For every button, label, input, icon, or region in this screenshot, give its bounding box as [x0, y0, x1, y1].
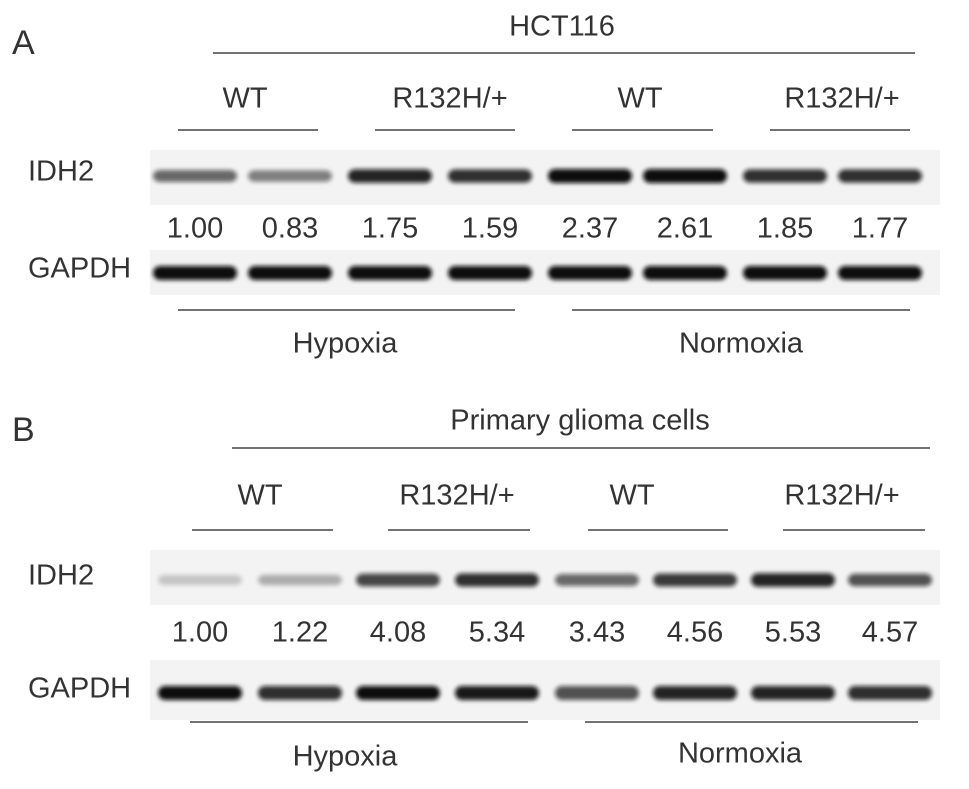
band	[455, 686, 539, 700]
band	[838, 169, 922, 183]
band	[158, 686, 242, 700]
quantification-value: 4.57	[862, 617, 918, 649]
band	[258, 686, 342, 700]
quantification-value: 2.61	[657, 213, 713, 245]
row-label: GAPDH	[28, 253, 131, 285]
genotype-label: WT	[237, 480, 282, 512]
quantification-value: 3.43	[569, 617, 625, 649]
band	[643, 169, 727, 183]
band	[348, 266, 432, 280]
quantification-value: 5.34	[469, 617, 525, 649]
band	[548, 266, 632, 280]
band	[356, 686, 440, 700]
quantification-value: 4.56	[667, 617, 723, 649]
band	[153, 266, 237, 280]
band	[248, 170, 332, 182]
quantification-value: 5.53	[765, 617, 821, 649]
condition-label: Normoxia	[678, 738, 803, 770]
quantification-value: 1.59	[462, 213, 518, 245]
panel-label: B	[12, 411, 35, 449]
genotype-label: WT	[617, 83, 662, 115]
cell-line-title: Primary glioma cells	[450, 405, 709, 437]
genotype-label: WT	[609, 480, 654, 512]
panel: A HCT116 WT R132H/+ WT R132H/+ IDH2 GAPDH 1.00 0.…	[12, 11, 940, 360]
cell-line-title: HCT116	[509, 11, 615, 43]
quantification-value: 1.00	[172, 617, 228, 649]
band	[555, 686, 639, 700]
band	[348, 169, 432, 183]
band	[653, 573, 737, 587]
band	[448, 169, 532, 183]
band	[356, 573, 440, 587]
band	[743, 169, 827, 183]
quantification-value: 2.37	[562, 213, 618, 245]
band	[455, 573, 539, 587]
genotype-label: R132H/+	[784, 480, 899, 512]
band	[555, 574, 639, 586]
band	[848, 686, 932, 700]
genotype-label: WT	[222, 83, 267, 115]
band	[448, 266, 532, 280]
row-label: IDH2	[28, 560, 94, 592]
genotype-label: R132H/+	[392, 83, 507, 115]
band	[548, 169, 632, 183]
panel: B Primary glioma cells WT R132H/+ WT R132H/+ I…	[12, 405, 940, 773]
quantification-value: 1.77	[852, 213, 908, 245]
band	[751, 573, 835, 587]
quantification-value: 4.08	[370, 617, 426, 649]
band	[153, 170, 237, 182]
condition-label: Hypoxia	[293, 328, 399, 360]
band	[838, 266, 922, 280]
condition-label: Hypoxia	[293, 741, 399, 773]
band	[653, 686, 737, 700]
quantification-value: 1.75	[362, 213, 418, 245]
row-label: IDH2	[28, 156, 94, 188]
band	[158, 575, 242, 585]
condition-label: Normoxia	[679, 328, 804, 360]
band	[743, 266, 827, 280]
panel-label: A	[12, 24, 35, 62]
genotype-label: R132H/+	[784, 83, 899, 115]
row-label: GAPDH	[28, 673, 131, 705]
band	[751, 686, 835, 700]
band	[643, 266, 727, 280]
quantification-value: 1.85	[757, 213, 813, 245]
genotype-label: R132H/+	[399, 480, 514, 512]
quantification-value: 1.00	[167, 213, 223, 245]
band	[848, 573, 932, 587]
band	[258, 574, 342, 586]
quantification-value: 1.22	[272, 617, 328, 649]
quantification-value: 0.83	[262, 213, 318, 245]
band	[248, 266, 332, 280]
